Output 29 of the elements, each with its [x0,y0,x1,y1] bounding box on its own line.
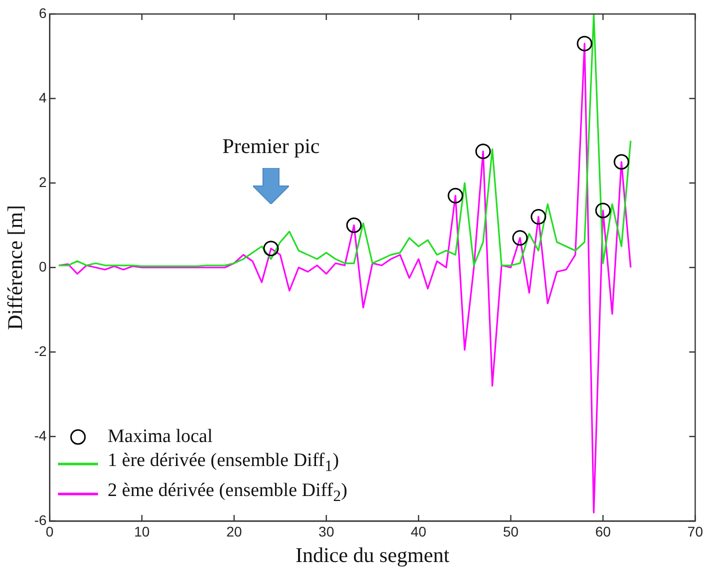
point [576,36,592,52]
x-tick-label: 20 [226,523,242,540]
point [448,188,464,204]
point [595,202,611,218]
y-tick-label: 6 [38,4,47,21]
annotation: Premier pic [222,134,320,159]
legend-label: 2 ème dérivée (ensemble Diff$_{2}$) [108,478,348,507]
x-tick-label: 70 [687,523,704,540]
x-tick-label: 50 [502,523,519,540]
x-tick-label: 30 [318,523,334,540]
y-tick-label: 4 [38,89,47,106]
y-tick-label: 0 [38,258,47,274]
point [475,144,491,160]
y-tick-label: -2 [34,342,47,359]
y-tick-label: -6 [34,512,47,528]
point [346,218,362,233]
y-axis-title: Différence [m] [3,205,28,330]
y-tick-label: 2 [38,174,47,190]
x-tick-label: 10 [134,523,150,540]
point [614,154,630,170]
point [530,209,546,225]
point [263,240,279,256]
legend-label: Maxima local [108,425,213,449]
point [512,230,528,246]
x-axis-title: Indice du segment [295,542,450,567]
legend-label: 1 ère dérivée (ensemble Diff$_{1}$) [108,449,339,477]
x-tick-label: 40 [410,523,427,540]
y-tick-label: -4 [34,427,47,444]
x-tick-label: 60 [595,523,611,540]
